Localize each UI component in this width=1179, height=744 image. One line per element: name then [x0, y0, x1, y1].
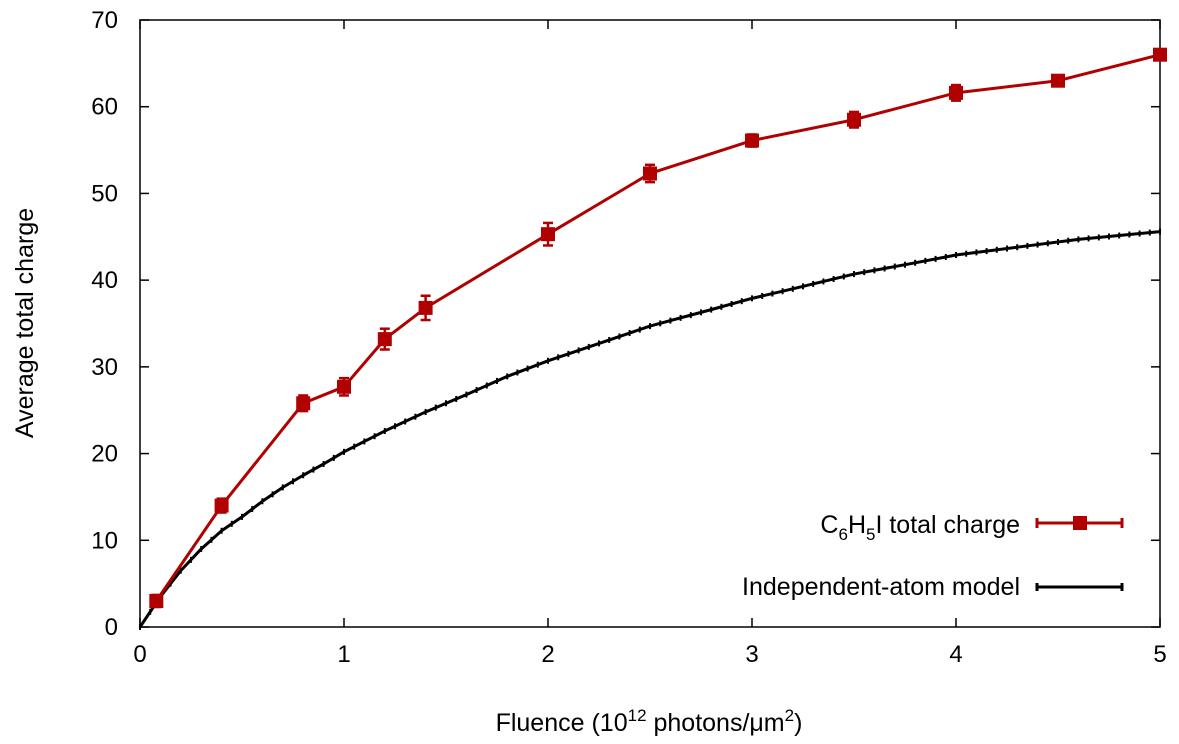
- y-tick-label-4: 40: [91, 267, 118, 294]
- x-axis-title-part: photons/μm: [647, 709, 785, 737]
- x-axis-title-part: Fluence (10: [496, 709, 628, 737]
- legend-label-independent-atom: Independent-atom model: [742, 573, 1020, 601]
- c6h5i-point: [643, 166, 657, 181]
- c6h5i-point: [214, 498, 229, 513]
- y-axis-title: Average total charge: [11, 208, 39, 438]
- x-tick-label-1: 1: [337, 641, 350, 668]
- legend-label-part: I total charge: [875, 511, 1020, 539]
- c6h5i-point: [745, 133, 759, 148]
- x-axis-title-superscript: 12: [628, 706, 647, 725]
- x-tick-label-4: 4: [949, 641, 962, 668]
- y-tick-label-0: 0: [105, 614, 118, 641]
- y-tick-label-5: 50: [91, 180, 118, 207]
- x-tick-label-2: 2: [541, 641, 554, 668]
- c6h5i-point: [149, 593, 164, 608]
- plot-frame: [139, 19, 1161, 628]
- legend-label-subscript: 6: [838, 525, 847, 544]
- c6h5i-point: [1153, 47, 1167, 62]
- c6h5i-point: [418, 300, 433, 315]
- y-tick-label-3: 30: [91, 354, 118, 381]
- legend-label-part: H: [848, 511, 866, 539]
- x-axis-title-superscript: 2: [785, 706, 794, 725]
- legend-label-subscript: 5: [866, 525, 875, 544]
- c6h5i-point: [296, 396, 311, 411]
- c6h5i-point: [337, 379, 351, 394]
- c6h5i-point: [949, 85, 963, 100]
- legend-label-c6h5i: C6H5I total charge: [820, 511, 1020, 544]
- legend-label-part: C: [820, 511, 838, 539]
- c6h5i-point: [847, 112, 861, 127]
- c6h5i-point: [377, 332, 392, 347]
- legend: C6H5I total charge Independent-atom mode…: [742, 511, 1124, 601]
- y-tick-label-2: 20: [91, 441, 118, 468]
- y-tick-label-7: 70: [91, 7, 118, 34]
- x-tick-label-5: 5: [1153, 641, 1166, 668]
- c6h5i-point: [541, 227, 555, 242]
- x-tick-label-0: 0: [133, 641, 146, 668]
- x-tick-label-3: 3: [745, 641, 758, 668]
- independent-atom-line: [138, 230, 1161, 628]
- y-tick-label-1: 10: [91, 527, 118, 554]
- c6h5i-point: [1051, 73, 1065, 88]
- legend-marker-c6h5i: [1073, 516, 1087, 530]
- y-tick-label-6: 60: [91, 94, 118, 121]
- x-axis-title-part: ): [794, 709, 802, 737]
- series-group: [138, 47, 1167, 630]
- x-axis-title: Fluence (1012 photons/μm2): [496, 706, 803, 737]
